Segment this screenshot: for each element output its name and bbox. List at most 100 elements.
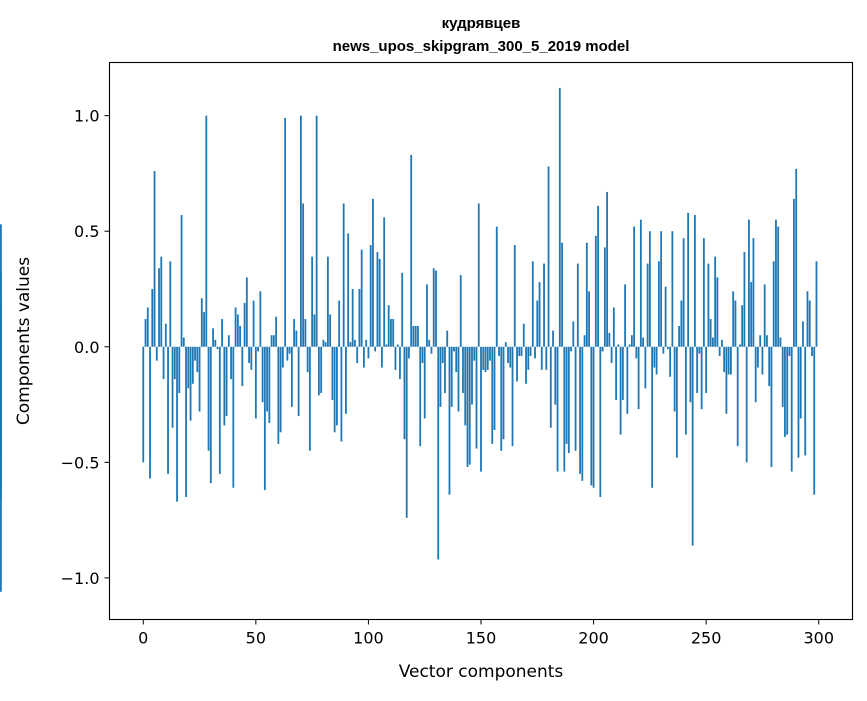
bar-component-190 xyxy=(570,346,572,352)
bar-component-173 xyxy=(531,261,534,347)
bar-component-117 xyxy=(405,346,408,518)
bar-component-29 xyxy=(207,346,210,451)
bar-component-225 xyxy=(648,231,651,347)
bar-component-28 xyxy=(205,115,208,347)
y-tick-label: 0.5 xyxy=(74,222,99,241)
bar-component-31 xyxy=(212,328,214,347)
bar-component-201 xyxy=(594,235,597,347)
bar-component-81 xyxy=(324,342,327,347)
bar-component-156 xyxy=(493,346,496,430)
bar-component-228 xyxy=(655,346,658,375)
bar-component-13 xyxy=(171,346,174,428)
bar-component-187 xyxy=(563,346,566,472)
bar-component-109 xyxy=(387,305,390,347)
bar-component-25 xyxy=(198,346,201,412)
bar-component-209 xyxy=(612,307,615,347)
bar-component-128 xyxy=(430,346,433,354)
bar-component-292 xyxy=(799,346,802,419)
bar-component-11 xyxy=(167,346,169,474)
x-tick-label: 200 xyxy=(578,629,609,648)
bar-component-215 xyxy=(626,346,629,414)
bar-component-135 xyxy=(446,330,449,347)
bar-component-180 xyxy=(547,166,550,347)
bar-component-223 xyxy=(644,346,647,389)
bar-component-205 xyxy=(603,247,606,347)
bar-component-61 xyxy=(279,346,282,433)
bar-component-49 xyxy=(252,300,255,347)
bar-component-194 xyxy=(579,346,581,474)
bar-component-276 xyxy=(763,284,766,347)
bar-component-19 xyxy=(185,346,187,498)
bar-component-33 xyxy=(216,346,219,350)
bar-component-250 xyxy=(705,346,708,394)
bar-component-101 xyxy=(369,245,372,347)
bar-component-169 xyxy=(522,323,525,347)
bar-component-270 xyxy=(750,282,753,347)
bar-component-34 xyxy=(218,346,221,474)
bar-component-249 xyxy=(702,238,705,347)
bar-component-280 xyxy=(772,261,775,347)
bar-component-123 xyxy=(419,346,422,447)
bar-component-12 xyxy=(169,261,172,347)
bar-component-21 xyxy=(189,346,192,421)
bar-component-176 xyxy=(538,282,541,347)
bar-component-68 xyxy=(295,330,298,347)
bar-component-281 xyxy=(775,219,777,347)
bar-component-35 xyxy=(221,319,223,347)
bar-component-192 xyxy=(574,346,577,451)
bar-component-261 xyxy=(730,346,732,375)
bar-component-42 xyxy=(236,314,239,347)
bar-component-172 xyxy=(529,346,532,357)
bar-component-72 xyxy=(304,319,307,347)
bar-component-286 xyxy=(786,346,789,435)
bar-component-78 xyxy=(317,346,320,396)
bar-component-239 xyxy=(680,300,683,347)
bar-component-166 xyxy=(516,346,518,382)
bar-component-152 xyxy=(484,346,487,373)
bar-component-114 xyxy=(399,346,401,380)
bar-component-134 xyxy=(444,346,446,394)
bar-component-291 xyxy=(797,346,800,458)
bar-component-87 xyxy=(338,300,341,347)
bar-component-89 xyxy=(342,203,345,347)
bar-component-170 xyxy=(525,346,527,384)
bar-component-undefined xyxy=(0,298,2,347)
bar-component-143 xyxy=(464,346,467,426)
bar-component-38 xyxy=(227,335,230,347)
bar-component-274 xyxy=(759,335,762,347)
bar-component-277 xyxy=(766,335,768,347)
bar-component-36 xyxy=(223,346,226,426)
bar-component-14 xyxy=(173,346,176,380)
bar-component-37 xyxy=(225,346,228,417)
bar-component-122 xyxy=(417,325,419,347)
bar-component-259 xyxy=(725,346,728,414)
bar-component-260 xyxy=(727,346,730,375)
bar-component-299 xyxy=(815,261,818,347)
bar-component-219 xyxy=(635,346,638,359)
bar-component-115 xyxy=(401,272,404,347)
bar-component-153 xyxy=(486,346,489,370)
bar-component-146 xyxy=(471,346,473,405)
bar-component-185 xyxy=(558,87,561,347)
bar-component-126 xyxy=(426,284,428,347)
bar-component-237 xyxy=(675,346,678,458)
bar-component-66 xyxy=(290,346,293,407)
bar-component-105 xyxy=(378,258,381,347)
bar-component-149 xyxy=(477,203,480,347)
bar-component-229 xyxy=(657,261,660,347)
bar-component-284 xyxy=(781,346,784,407)
bar-component-157 xyxy=(495,226,498,347)
bar-component-41 xyxy=(234,307,237,347)
bar-component-48 xyxy=(250,346,253,370)
bar-component-279 xyxy=(770,346,773,467)
bar-component-295 xyxy=(806,291,809,347)
y-tick-label: −1.0 xyxy=(61,569,100,588)
bar-component-96 xyxy=(358,288,361,347)
bar-component-290 xyxy=(795,168,798,347)
bar-component-116 xyxy=(403,346,406,440)
bar-component-43 xyxy=(239,325,241,347)
bar-component-113 xyxy=(396,344,399,347)
x-tick-label: 0 xyxy=(138,629,148,648)
bar-component-52 xyxy=(259,291,262,347)
